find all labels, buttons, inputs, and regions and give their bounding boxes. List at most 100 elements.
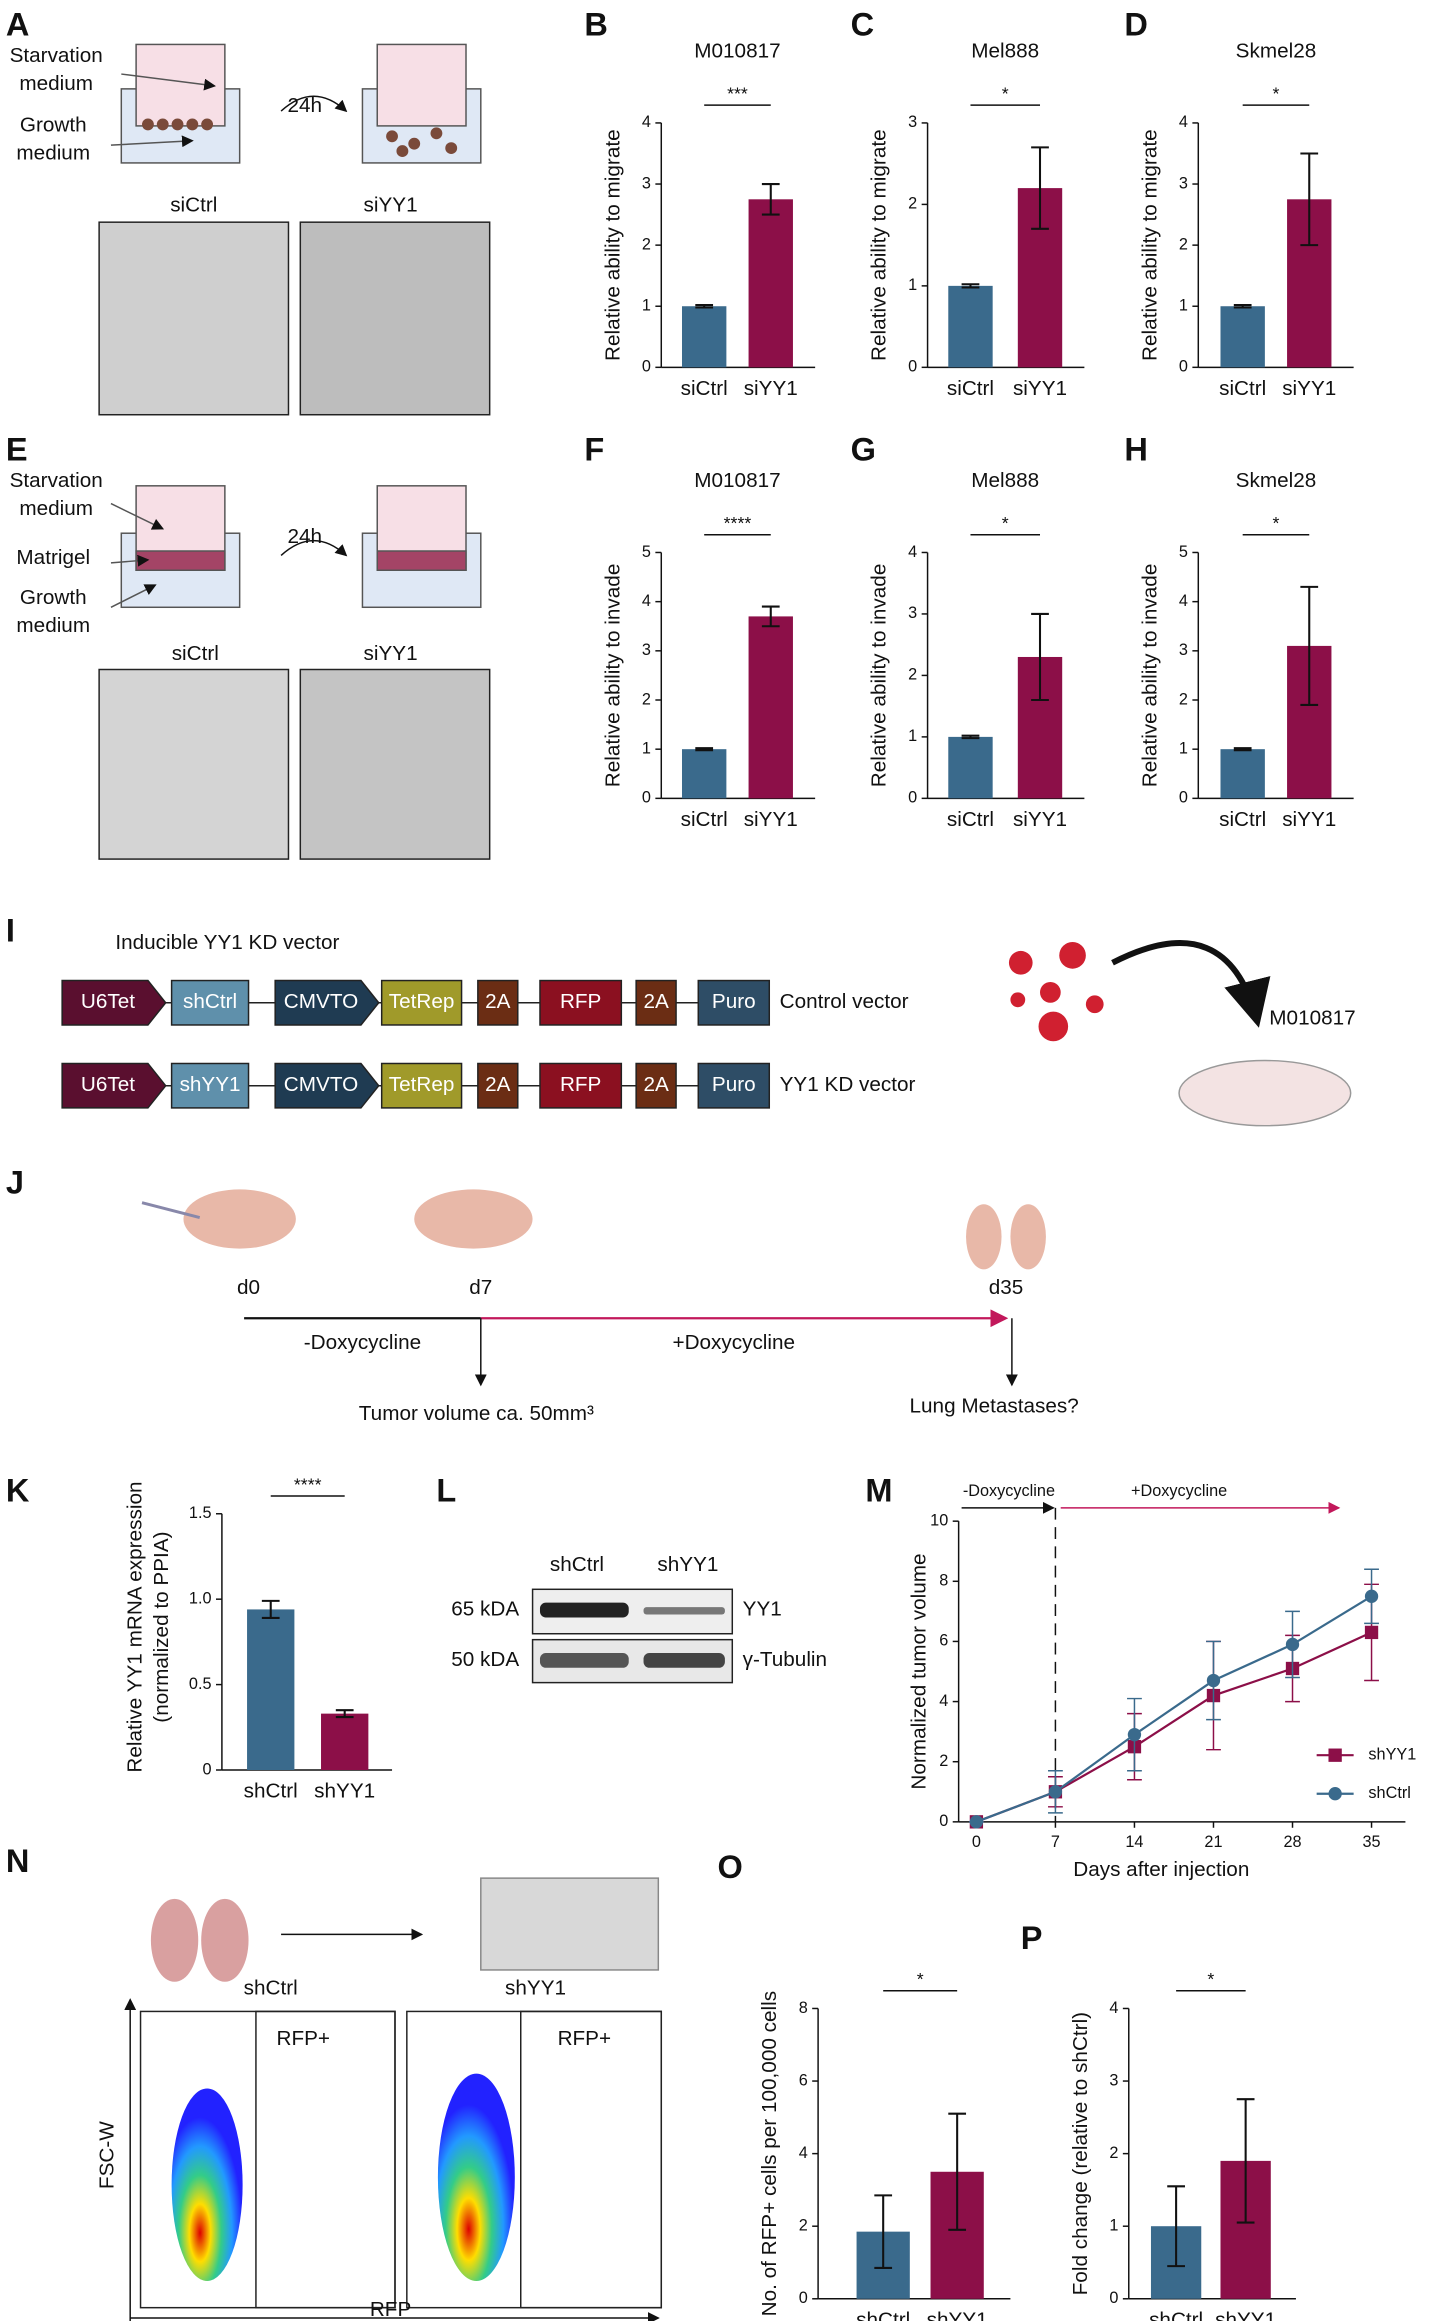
label: M010817 — [1269, 1007, 1355, 1030]
vector-element — [539, 1062, 623, 1109]
y-tick-label: 0 — [642, 358, 651, 376]
label: YY1 — [743, 1597, 782, 1620]
y-tick-label: 3 — [1179, 641, 1188, 659]
y-axis-label: Relative ability to invade — [601, 564, 624, 788]
error-bar — [948, 2112, 967, 2231]
label: +Doxycycline — [672, 1331, 795, 1354]
element-label: TetRep — [389, 990, 455, 1013]
error-bar — [1167, 2185, 1185, 2268]
y-tick-label: 1 — [908, 727, 917, 745]
chart-title: Mel888 — [971, 39, 1039, 62]
panel-letter: J — [6, 1165, 24, 1201]
vector-element — [380, 1062, 463, 1109]
y-tick-label: 4 — [642, 113, 651, 131]
legend-label: shYY1 — [1368, 1745, 1416, 1763]
y-tick-label: 5 — [1179, 543, 1188, 561]
panel-letter: O — [718, 1849, 743, 1885]
y-tick-label: 4 — [939, 1692, 948, 1710]
chart-title: Skmel28 — [1236, 469, 1317, 492]
error-bar — [1236, 2098, 1255, 2224]
label: Lung Metastases? — [910, 1395, 1079, 1418]
y-axis-label: Normalized tumor volume — [908, 1553, 931, 1789]
panel-letter: L — [436, 1473, 456, 1509]
panel-letter: H — [1124, 431, 1148, 467]
y-axis-label: No. of RFP+ cells per 100,000 cells — [758, 1991, 781, 2317]
micrograph — [299, 668, 491, 860]
y-axis-label: Relative ability to invade — [868, 564, 891, 788]
vector-element — [635, 1062, 677, 1109]
chart-title: M010817 — [694, 469, 780, 492]
y-tick-label: 10 — [930, 1511, 948, 1529]
y-tick-label: 0 — [939, 1812, 948, 1830]
bar — [948, 285, 993, 368]
y-tick-label: 4 — [642, 592, 651, 610]
annotation: +Doxycycline — [1131, 1482, 1227, 1500]
error-bar — [1233, 747, 1252, 752]
x-tick-label: siCtrl — [1219, 377, 1266, 400]
y-axis-label: Relative YY1 mRNA expression — [124, 1481, 147, 1772]
label: siCtrl — [170, 193, 217, 216]
error-bar — [1031, 612, 1049, 702]
vector-element — [477, 979, 519, 1026]
bar — [1220, 306, 1265, 368]
gate — [255, 2010, 396, 2309]
element-label: RFP — [560, 1073, 601, 1096]
significance: **** — [294, 1474, 322, 1494]
y-tick-label: 0 — [799, 2289, 808, 2307]
x-tick-label: shYY1 — [927, 2308, 988, 2321]
error-bar — [335, 1709, 354, 1719]
vector-element — [697, 1062, 771, 1109]
label: Inducible YY1 KD vector — [115, 931, 339, 954]
label: Tumor volume ca. 50mm³ — [359, 1402, 594, 1425]
y-axis-label: Fold change (relative to shCtrl) — [1069, 2012, 1092, 2295]
label: medium — [19, 72, 93, 95]
x-tick-label: 35 — [1363, 1833, 1381, 1851]
x-tick-label: siYY1 — [1282, 808, 1336, 831]
error-bar — [1233, 303, 1252, 309]
arrow — [1111, 940, 1271, 1028]
element-label: TetRep — [389, 1073, 455, 1096]
legend-marker — [1328, 1748, 1342, 1762]
point — [1364, 1625, 1379, 1640]
significance: * — [1273, 513, 1280, 533]
significance: * — [1002, 83, 1009, 103]
y-tick-label: 2 — [1179, 690, 1188, 708]
label: RFP+ — [277, 2027, 331, 2050]
label: 24h — [287, 525, 322, 548]
x-tick-label: shCtrl — [244, 1780, 298, 1803]
flow-density — [437, 2073, 515, 2282]
y-tick-label: 1 — [908, 276, 917, 294]
point — [1285, 1637, 1300, 1652]
label: RFP — [370, 2298, 411, 2321]
y-tick-label: 4 — [799, 2144, 808, 2162]
element-label: shCtrl — [183, 990, 237, 1013]
x-tick-label: shCtrl — [856, 2308, 910, 2321]
element-label: shYY1 — [180, 1073, 241, 1096]
micrograph — [299, 221, 491, 416]
panel-letter: I — [6, 913, 15, 949]
y-tick-label: 0 — [642, 789, 651, 807]
label: 65 kDA — [451, 1597, 519, 1620]
mice — [183, 1189, 1046, 1270]
chart-title: Mel888 — [971, 469, 1039, 492]
micrograph — [98, 668, 290, 860]
y-tick-label: 3 — [1179, 174, 1188, 192]
label: shYY1 — [657, 1553, 718, 1576]
x-tick-label: siCtrl — [1219, 808, 1266, 831]
y-tick-label: 1.5 — [189, 1504, 212, 1522]
x-tick-label: shCtrl — [1149, 2308, 1203, 2321]
y-tick-label: 6 — [939, 1632, 948, 1650]
y-tick-label: 3 — [1109, 2071, 1118, 2089]
element-label: 2A — [643, 990, 669, 1013]
element-label: Puro — [712, 1073, 756, 1096]
bar — [748, 616, 793, 799]
y-tick-label: 6 — [799, 2071, 808, 2089]
y-tick-label: 8 — [939, 1572, 948, 1590]
bar — [1220, 749, 1265, 799]
petri-dish — [1178, 1059, 1352, 1127]
y-tick-label: 0 — [1179, 789, 1188, 807]
element-label: 2A — [643, 1073, 669, 1096]
y-tick-label: 1 — [1179, 739, 1188, 757]
y-axis-label: Relative ability to migrate — [601, 129, 624, 361]
x-tick-label: 28 — [1283, 1833, 1301, 1851]
